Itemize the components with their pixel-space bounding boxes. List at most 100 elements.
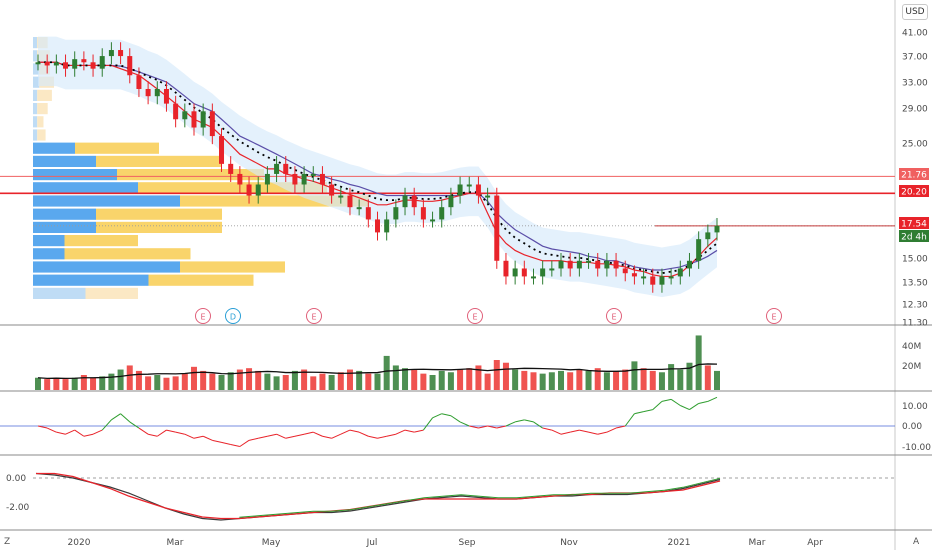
- volume-bar: [704, 365, 711, 390]
- candle-body: [163, 88, 169, 104]
- volume-bar: [200, 370, 207, 390]
- currency-button[interactable]: USD: [902, 4, 928, 20]
- candle-body: [650, 276, 656, 285]
- volume-bar: [429, 375, 436, 390]
- volume-bar: [365, 373, 372, 390]
- volume-profile-buy-bar: [33, 235, 65, 247]
- candle-body: [402, 195, 408, 208]
- candle-body: [90, 62, 96, 69]
- oscillator-line-segment: [368, 435, 378, 439]
- volume-bar: [282, 375, 289, 390]
- volume-bar: [35, 377, 41, 390]
- volume-bar: [668, 364, 675, 390]
- x-axis-tick-label: Jul: [366, 538, 378, 548]
- candle-body: [264, 173, 270, 185]
- volume-profile-sell-bar: [96, 221, 222, 233]
- event-marker-label: E: [611, 313, 616, 322]
- candle-body: [466, 184, 472, 187]
- oscillator-line-segment: [147, 433, 158, 437]
- volume-bar: [209, 373, 216, 390]
- oscillator-line-segment: [707, 396, 718, 402]
- oscillator-line-segment: [267, 433, 277, 437]
- volume-bar: [558, 370, 565, 390]
- volume-bar: [512, 369, 519, 390]
- oscillator-line-segment: [634, 411, 644, 415]
- candle-body: [145, 88, 151, 97]
- candle-body: [439, 207, 445, 220]
- volume-bar: [677, 369, 684, 390]
- volume-bar: [108, 373, 115, 390]
- candle-body: [35, 62, 41, 65]
- oscillator-line-segment: [258, 435, 268, 439]
- y-axis-tick-label: 15.00: [902, 255, 928, 265]
- candle-body: [485, 195, 491, 198]
- volume-bar: [649, 370, 656, 390]
- oscillator-line-segment: [680, 405, 690, 411]
- oscillator-line-segment: [542, 427, 552, 431]
- indicator-line: [35, 472, 721, 521]
- event-marker-circle: [195, 308, 211, 324]
- volume-bar: [227, 372, 234, 390]
- volume-profile-sell-bar: [37, 116, 44, 128]
- oscillator-line-segment: [515, 419, 525, 423]
- y-axis-tick-label: 29.00: [902, 105, 928, 115]
- oscillator-line-segment: [120, 413, 131, 423]
- oscillator-line-segment: [386, 433, 396, 437]
- oscillator-line-segment: [670, 398, 681, 406]
- volume-profile-buy-bar: [33, 274, 149, 286]
- candle-body: [659, 276, 665, 285]
- volume-bar: [126, 365, 133, 390]
- event-marker-label: E: [771, 313, 776, 322]
- oscillator-line-segment: [588, 431, 598, 435]
- volume-profile-buy-bar: [33, 63, 40, 75]
- candle-body: [53, 62, 59, 66]
- candle-body: [108, 50, 114, 57]
- volume-bar: [686, 362, 693, 390]
- volume-bar: [447, 372, 454, 390]
- oscillator-line-segment: [643, 409, 653, 413]
- volume-axis-tick-label: 20M: [902, 362, 921, 372]
- candle-body: [613, 260, 619, 269]
- candle-body: [127, 56, 133, 76]
- candle-body: [448, 195, 454, 208]
- oscillator-line-segment: [294, 433, 305, 437]
- candle-body: [99, 56, 105, 69]
- indicator-axis-tick-label: 0.00: [6, 474, 26, 484]
- volume-bar: [218, 375, 225, 390]
- volume-axis-tick-label: 40M: [902, 342, 921, 352]
- candle-body: [118, 50, 124, 57]
- left-corner-label[interactable]: Z: [4, 537, 11, 547]
- candle-body: [72, 59, 78, 69]
- volume-bar: [420, 373, 427, 390]
- candle-body: [347, 195, 353, 208]
- volume-bar: [301, 369, 308, 390]
- candle-body: [512, 268, 518, 277]
- y-axis-tick-label: 37.00: [902, 53, 928, 63]
- oscillator-line-segment: [579, 429, 589, 433]
- event-marker-label: E: [311, 313, 316, 322]
- price-tag: [899, 168, 929, 180]
- x-axis-tick-label: Sep: [459, 538, 476, 548]
- volume-profile-sell-bar: [180, 261, 285, 273]
- candle-body: [549, 268, 555, 271]
- volume-bar: [90, 377, 97, 390]
- candle-body: [246, 184, 252, 196]
- volume-profile-sell-bar: [96, 155, 222, 167]
- volume-profile-buy-bar: [33, 89, 38, 101]
- oscillator-line-segment: [432, 413, 442, 419]
- oscillator-line-segment: [524, 419, 534, 423]
- volume-bar: [319, 373, 326, 390]
- candle-body: [136, 75, 142, 89]
- candle-body: [641, 276, 647, 279]
- volume-profile-buy-bar: [33, 129, 38, 141]
- countdown-tag-label: 2d 4h: [901, 233, 927, 243]
- right-corner-label[interactable]: A: [913, 537, 920, 547]
- candle-body: [503, 260, 509, 277]
- volume-bar: [44, 379, 51, 390]
- event-marker-circle: [606, 308, 622, 324]
- volume-bar: [567, 372, 574, 390]
- volume-bar: [163, 377, 170, 390]
- volume-bar: [484, 373, 491, 390]
- candle-body: [677, 268, 683, 277]
